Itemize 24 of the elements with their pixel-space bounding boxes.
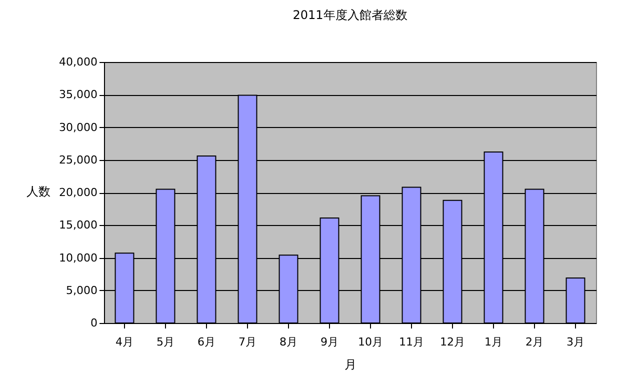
y-axis-title: 人数: [26, 184, 50, 198]
y-tick-label: 25,000: [59, 153, 98, 166]
y-tick-label: 30,000: [59, 120, 98, 134]
y-tick-label: 35,000: [59, 88, 98, 102]
y-tick-label: 20,000: [59, 186, 98, 199]
x-tick-label: 1月: [484, 336, 502, 348]
x-axis-title: 月: [344, 358, 356, 372]
x-tick-label: 12月: [440, 336, 465, 348]
chart-title: 2011年度入館者総数: [292, 8, 408, 22]
y-tick-label: 10,000: [59, 251, 98, 264]
x-tick-label: 4月: [116, 336, 134, 348]
y-tick-label: 5,000: [66, 284, 98, 297]
x-tick-label: 6月: [198, 336, 216, 348]
x-tick-label: 3月: [566, 336, 584, 348]
x-tick-label: 8月: [280, 336, 298, 348]
y-tick-label: 0: [90, 316, 98, 330]
x-tick-label: 7月: [238, 336, 256, 348]
x-tick-label: 11月: [399, 336, 424, 348]
y-tick-label: 15,000: [59, 218, 98, 232]
x-tick-label: 5月: [156, 336, 174, 348]
x-tick-label: 9月: [320, 336, 338, 348]
x-tick-label: 10月: [358, 336, 383, 348]
y-tick-label: 40,000: [59, 56, 98, 68]
x-tick-label: 2月: [526, 336, 544, 348]
